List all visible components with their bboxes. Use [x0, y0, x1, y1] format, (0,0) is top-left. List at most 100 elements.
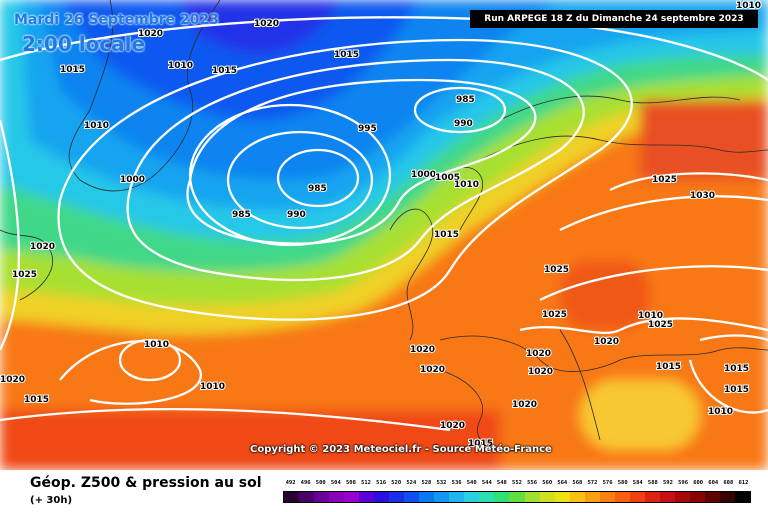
map-label: 1000 [120, 175, 145, 185]
map-label: 1020 [440, 421, 465, 431]
scale-label: 604 [708, 480, 719, 486]
map-label: 1010 [638, 311, 663, 321]
scale-swatch [419, 492, 435, 502]
scale-swatch [314, 492, 330, 502]
scale-label: 592 [662, 480, 673, 486]
lead-time: (+ 30h) [30, 495, 73, 506]
scale-swatch [584, 492, 600, 502]
map-label: 1015 [60, 65, 85, 75]
scale-label: 560 [542, 480, 553, 486]
map-label: 1010 [454, 180, 479, 190]
scale-swatch [284, 492, 300, 502]
map-label: 1025 [648, 320, 673, 330]
isobars [0, 16, 768, 432]
map-label: 1010 [84, 121, 109, 131]
scale-label: 524 [406, 480, 417, 486]
scale-swatch [464, 492, 480, 502]
map-label: 1020 [528, 367, 553, 377]
scale-swatch [599, 492, 615, 502]
scale-swatch [659, 492, 675, 502]
scale-swatch [344, 492, 360, 502]
map-label: 1015 [212, 66, 237, 76]
map-label: 985 [456, 95, 475, 105]
scale-swatch [629, 492, 645, 502]
scale-swatch [704, 492, 720, 502]
map-label: 1010 [200, 382, 225, 392]
scale-label: 588 [647, 480, 658, 486]
map-label: 1015 [724, 385, 749, 395]
map-label: 1020 [30, 242, 55, 252]
scale-label: 576 [602, 480, 613, 486]
color-scale-bar [283, 491, 751, 503]
isobar-labels: 1020 1020 1015 1010 1015 1015 1010 985 9… [0, 0, 762, 450]
weather-map: 1020 1020 1015 1010 1015 1015 1010 985 9… [0, 0, 768, 470]
scale-labels: 492 496 500 504 508 512 516 520 524 528 532 536 540 5… [283, 480, 751, 490]
scale-label: 572 [587, 480, 598, 486]
map-label: 1025 [12, 270, 37, 280]
scale-swatch [374, 492, 390, 502]
map-label: 990 [287, 210, 306, 220]
map-label: 1010 [144, 340, 169, 350]
copyright-notice: Copyright © 2023 Meteociel.fr - Source M… [250, 444, 552, 455]
scale-swatch [614, 492, 630, 502]
scale-swatch [689, 492, 705, 502]
map-label: 1015 [334, 50, 359, 60]
map-label: 1010 [708, 407, 733, 417]
scale-label: 556 [527, 480, 538, 486]
forecast-time: 2:00 locale [22, 32, 146, 56]
geopotential-field [0, 0, 768, 470]
scale-label: 540 [466, 480, 477, 486]
map-label: 1015 [656, 362, 681, 372]
scale-label: 516 [376, 480, 387, 486]
forecast-date: Mardi 26 Septembre 2023 [14, 12, 219, 28]
scale-label: 500 [315, 480, 326, 486]
scale-label: 580 [617, 480, 628, 486]
map-label: 1025 [544, 265, 569, 275]
scale-label: 512 [361, 480, 371, 486]
map-label: 1005 [435, 173, 460, 183]
scale-swatch [434, 492, 450, 502]
scale-swatch [299, 492, 315, 502]
map-label: 1020 [594, 337, 619, 347]
map-label: 1025 [542, 310, 567, 320]
scale-label: 496 [300, 480, 311, 486]
scale-label: 612 [738, 480, 749, 486]
model-run-banner: Run ARPEGE 18 Z du Dimanche 24 septembre… [470, 10, 758, 28]
scale-swatch [389, 492, 405, 502]
scale-swatch [734, 492, 750, 502]
scale-label: 568 [572, 480, 583, 486]
scale-label: 552 [512, 480, 522, 486]
map-label: 1010 [736, 1, 761, 11]
scale-label: 492 [285, 480, 296, 486]
scale-label: 508 [345, 480, 356, 486]
map-label: 1000 [411, 170, 436, 180]
map-label: 990 [454, 119, 473, 129]
map-label: 1020 [254, 19, 279, 29]
map-label: 985 [232, 210, 251, 220]
map-label: 1025 [652, 175, 677, 185]
scale-swatch [329, 492, 345, 502]
map-canvas: 1020 1020 1015 1010 1015 1015 1010 985 9… [0, 0, 768, 470]
map-label: 1010 [168, 61, 193, 71]
scale-swatch [494, 492, 510, 502]
scale-label: 532 [436, 480, 447, 486]
scale-swatch [539, 492, 555, 502]
scale-label: 548 [496, 480, 507, 486]
scale-swatch [449, 492, 465, 502]
map-label: 1015 [24, 395, 49, 405]
scale-swatch [359, 492, 375, 502]
scale-label: 596 [678, 480, 689, 486]
scale-swatch [674, 492, 690, 502]
scale-label: 528 [421, 480, 432, 486]
scale-label: 544 [481, 480, 492, 486]
scale-swatch [719, 492, 735, 502]
field-title: Géop. Z500 & pression au sol [30, 475, 262, 491]
scale-swatch [404, 492, 420, 502]
scale-label: 584 [632, 480, 643, 486]
scale-swatch [524, 492, 540, 502]
scale-label: 520 [391, 480, 402, 486]
scale-label: 600 [693, 480, 704, 486]
scale-label: 564 [557, 480, 568, 486]
map-label: 1020 [410, 345, 435, 355]
scale-swatch [509, 492, 525, 502]
